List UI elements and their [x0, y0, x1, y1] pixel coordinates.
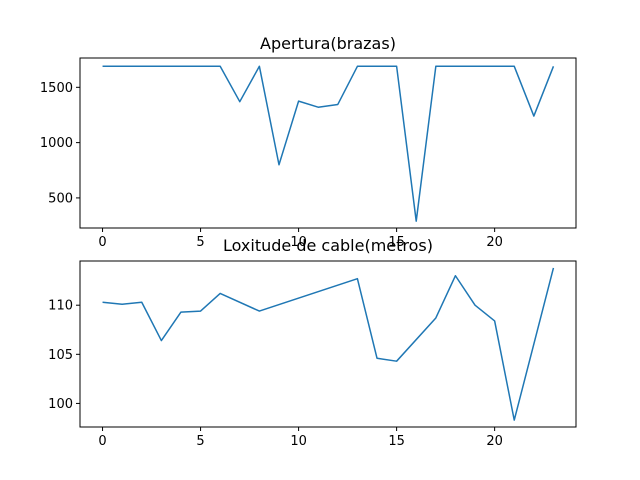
x-tick-label: 10 [290, 434, 307, 449]
x-tick-label: 5 [196, 434, 204, 449]
x-tick-label: 15 [388, 434, 405, 449]
y-tick-label: 1000 [40, 136, 73, 151]
x-tick-label: 0 [98, 235, 106, 250]
plot-frame [79, 260, 577, 428]
x-tick-label: 15 [388, 235, 405, 250]
x-tick-label: 20 [486, 434, 503, 449]
chart-marks: 0 5 10 15 20 100 105 110 [48, 267, 555, 449]
series-line [102, 65, 555, 222]
chart-title: Apertura(brazas) [260, 34, 396, 53]
y-tick-label: 100 [48, 397, 73, 412]
x-tick-label: 0 [98, 434, 106, 449]
y-tick-label: 500 [48, 191, 73, 206]
plot-frame [79, 57, 577, 229]
chart-title: Loxitude de cable(metros) [223, 236, 433, 255]
x-tick-label: 10 [290, 235, 307, 250]
series-line [102, 267, 555, 421]
x-tick-label: 5 [196, 235, 204, 250]
chart-loxitude: Loxitude de cable(metros) 0 5 10 15 20100105… [48, 236, 577, 449]
chart-marks: 0 5 10 15 20 500 1000 1500 [40, 65, 555, 250]
x-tick-label: 20 [486, 235, 503, 250]
chart-apertura: Apertura(brazas) 0 5 10 15 20 500 1000 1500 [40, 34, 577, 250]
y-tick-label: 110 [48, 299, 73, 314]
y-tick-label: 105 [48, 348, 73, 363]
y-tick-label: 1500 [40, 81, 73, 96]
